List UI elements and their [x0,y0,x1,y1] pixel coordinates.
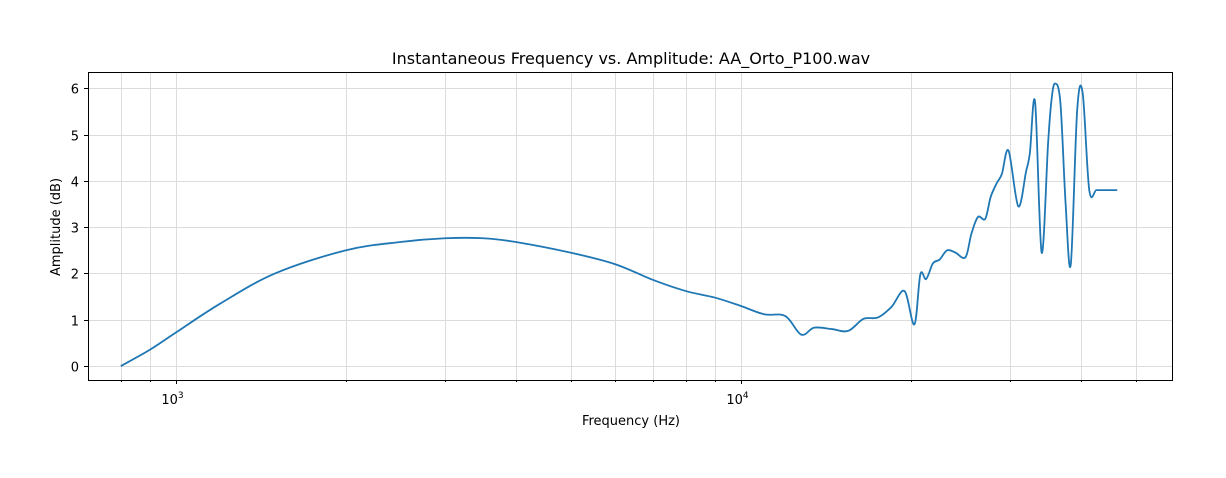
x-tick-exponent: 3 [178,391,184,401]
y-ticks: 0 1 2 3 4 5 6 [71,83,88,376]
x-axis-label: Frequency (Hz) [582,414,680,429]
chart-title: Instantaneous Frequency vs. Amplitude: A… [392,49,870,69]
y-axis-label: Amplitude (dB) [49,178,64,276]
series-layer [120,82,1118,367]
x-tick-exponent: 4 [743,391,749,401]
y-tick-label: 6 [71,83,79,98]
y-tick-label: 0 [71,361,79,376]
x-ticks: 103 104 [121,380,1137,408]
plot-frame [88,72,1173,381]
y-tick-label: 5 [71,130,79,145]
series-line [120,82,1118,367]
y-tick-label: 2 [71,268,79,283]
x-tick-base: 10 [726,393,743,408]
grid [88,72,1172,380]
y-tick-label: 4 [71,176,79,191]
x-tick-label: 104 [726,391,749,408]
x-tick-label: 103 [161,391,183,408]
y-tick-label: 3 [71,222,79,237]
x-tick-base: 10 [161,393,178,408]
y-tick-label: 1 [71,315,79,330]
